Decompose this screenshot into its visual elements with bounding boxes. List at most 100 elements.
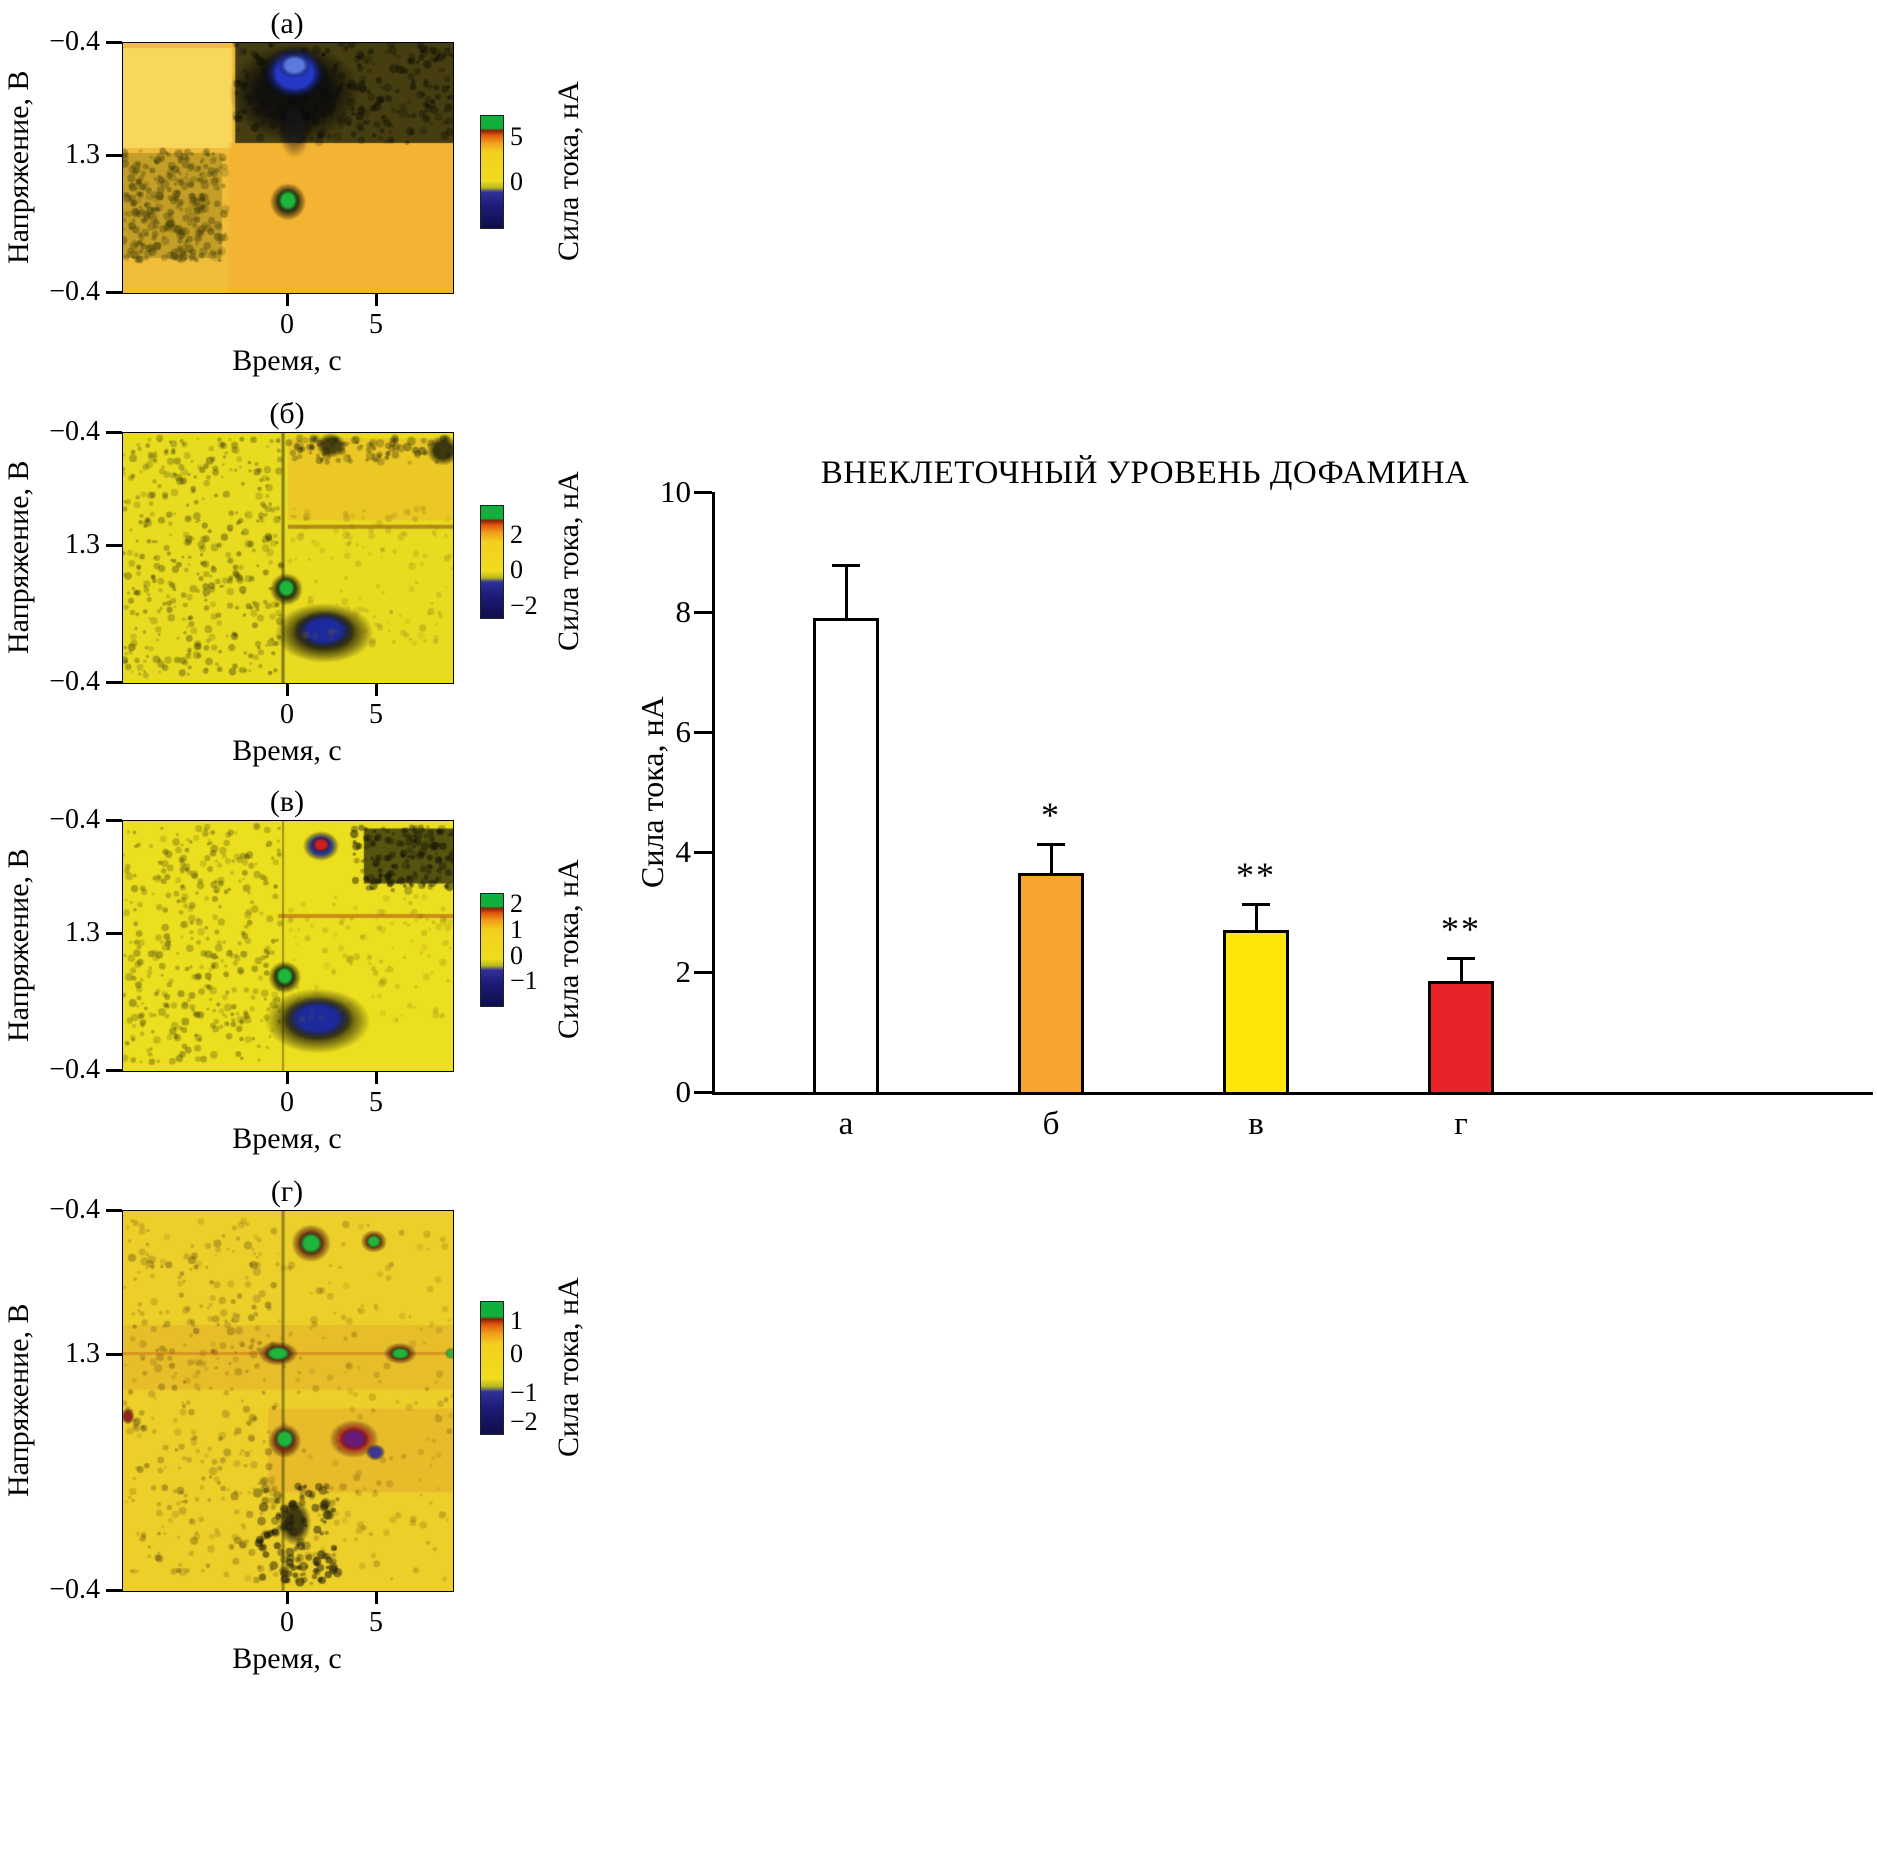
y-tick-label: 1.3 <box>65 1338 100 1370</box>
tick-mark <box>106 153 122 157</box>
tick-mark <box>106 1069 122 1072</box>
bar-а <box>813 618 879 1092</box>
significance-marker: * <box>1041 795 1061 835</box>
heatmap-v-canvas <box>122 820 454 1072</box>
colorbar-label: Сила тока, нА <box>552 1277 585 1457</box>
error-bar <box>1254 906 1258 930</box>
y-tick-label: −0.4 <box>49 1054 100 1085</box>
colorbar-gradient <box>480 893 504 1007</box>
colorbar-tick-labels: 1 0 −1 −2 <box>510 1301 560 1437</box>
x-axis-label: Время, с <box>232 734 342 767</box>
colorbar-tick-label: −1 <box>510 966 538 996</box>
y-tick-label: −0.4 <box>49 1194 100 1225</box>
heatmap-panel-g: (г) Напряжение, В −0.4 1.3 −0.4 0 5 Врем… <box>0 1176 610 1736</box>
y-tick-label: 2 <box>675 954 692 989</box>
x-tick-label: 5 <box>369 1087 383 1118</box>
heatmap-a-canvas <box>122 42 454 294</box>
colorbar-label: Сила тока, нА <box>552 471 585 651</box>
bar-chart-panel: ВНЕКЛЕТОЧНЫЙ УРОВЕНЬ ДОФАМИНА Сила тока,… <box>630 455 1877 1215</box>
tick-mark <box>694 730 712 734</box>
y-tick-label: 1.3 <box>65 138 100 170</box>
y-tick-label: 8 <box>675 594 692 629</box>
tick-mark <box>375 293 378 306</box>
tick-mark <box>375 1591 378 1604</box>
colorbar-gradient <box>480 1301 504 1435</box>
category-label: а <box>838 1106 854 1142</box>
colorbar-tick-label: 1 <box>510 1305 523 1335</box>
tick-mark <box>286 1591 289 1604</box>
bar-г <box>1428 981 1494 1092</box>
tick-mark <box>106 1589 122 1592</box>
heatmap-g-canvas <box>122 1210 454 1592</box>
tick-mark <box>694 850 712 854</box>
tick-mark <box>286 1071 289 1084</box>
tick-mark <box>694 970 712 974</box>
heatmap-panel-b: (б) Напряжение, В −0.4 1.3 −0.4 0 5 Врем… <box>0 398 610 918</box>
tick-mark <box>106 543 122 547</box>
significance-marker: ** <box>1441 909 1481 949</box>
colorbar-tick-label: 2 <box>510 889 523 919</box>
y-tick-label: 10 <box>660 474 691 509</box>
colorbar-gradient <box>480 505 504 619</box>
heatmap-panel-a: (а) Напряжение, В −0.4 1.3 −0.4 0 5 Врем… <box>0 8 610 528</box>
tick-mark <box>106 41 122 44</box>
x-axis-label: Время, с <box>232 1642 342 1675</box>
colorbar-label: Сила тока, нА <box>552 81 585 261</box>
tick-mark <box>694 490 712 494</box>
tick-mark <box>106 291 122 294</box>
y-axis-label: Сила тока, нА <box>634 696 670 888</box>
category-label: б <box>1042 1106 1060 1142</box>
colorbar-tick-labels: 2 0 −2 <box>510 505 560 619</box>
colorbar-tick-label: 0 <box>510 1338 523 1368</box>
colorbar-tick-label: 5 <box>510 122 523 152</box>
tick-mark <box>375 683 378 696</box>
panel-title: (а) <box>270 7 304 40</box>
tick-mark <box>375 1071 378 1084</box>
colorbar-tick-label: −1 <box>510 1378 538 1408</box>
plot-area: 0 2 4 6 8 10 а * б ** в ** г <box>660 476 1873 1142</box>
x-tick-label: 0 <box>280 699 294 730</box>
error-bar <box>1049 846 1053 873</box>
panel-title: (в) <box>269 785 305 818</box>
tick-mark <box>106 1209 122 1212</box>
tick-mark <box>106 681 122 684</box>
y-tick-label: −0.4 <box>49 804 100 835</box>
x-axis-label: Время, с <box>232 344 342 377</box>
tick-mark <box>106 931 122 935</box>
chart-title: ВНЕКЛЕТОЧНЫЙ УРОВЕНЬ ДОФАМИНА <box>820 455 1470 491</box>
x-tick-label: 0 <box>280 1607 294 1638</box>
y-tick-label: 4 <box>675 834 692 869</box>
significance-marker: ** <box>1236 855 1276 895</box>
colorbar-tick-label: 0 <box>510 554 523 584</box>
colorbar-tick-label: 0 <box>510 940 523 970</box>
panel-title: (г) <box>270 1175 304 1208</box>
y-tick-label: −0.4 <box>49 666 100 697</box>
y-tick-label: 0 <box>675 1074 692 1109</box>
error-bar-cap <box>832 564 860 567</box>
error-bar-cap <box>1037 843 1065 846</box>
x-tick-label: 0 <box>280 1087 294 1118</box>
category-label: в <box>1248 1106 1264 1142</box>
error-bar-cap <box>1242 903 1270 906</box>
bar-в <box>1223 930 1289 1092</box>
colorbar-tick-label: 0 <box>510 167 523 197</box>
tick-mark <box>106 819 122 822</box>
error-bar <box>844 567 848 618</box>
tick-mark <box>106 1353 122 1357</box>
colorbar-gradient <box>480 115 504 229</box>
colorbar-tick-label: 2 <box>510 520 523 550</box>
tick-mark <box>286 293 289 306</box>
y-tick-label: 6 <box>675 714 692 749</box>
tick-mark <box>694 1090 712 1094</box>
y-tick-label: −0.4 <box>49 1574 100 1605</box>
x-tick-label: 5 <box>369 1607 383 1638</box>
tick-mark <box>694 610 712 614</box>
y-axis-label: Напряжение, В <box>2 1303 35 1497</box>
colorbar-tick-label: −2 <box>510 1407 538 1437</box>
x-tick-label: 5 <box>369 699 383 730</box>
heatmap-panel-v: (в) Напряжение, В −0.4 1.3 −0.4 0 5 Врем… <box>0 786 610 1306</box>
tick-mark <box>106 431 122 434</box>
y-tick-label: −0.4 <box>49 416 100 447</box>
